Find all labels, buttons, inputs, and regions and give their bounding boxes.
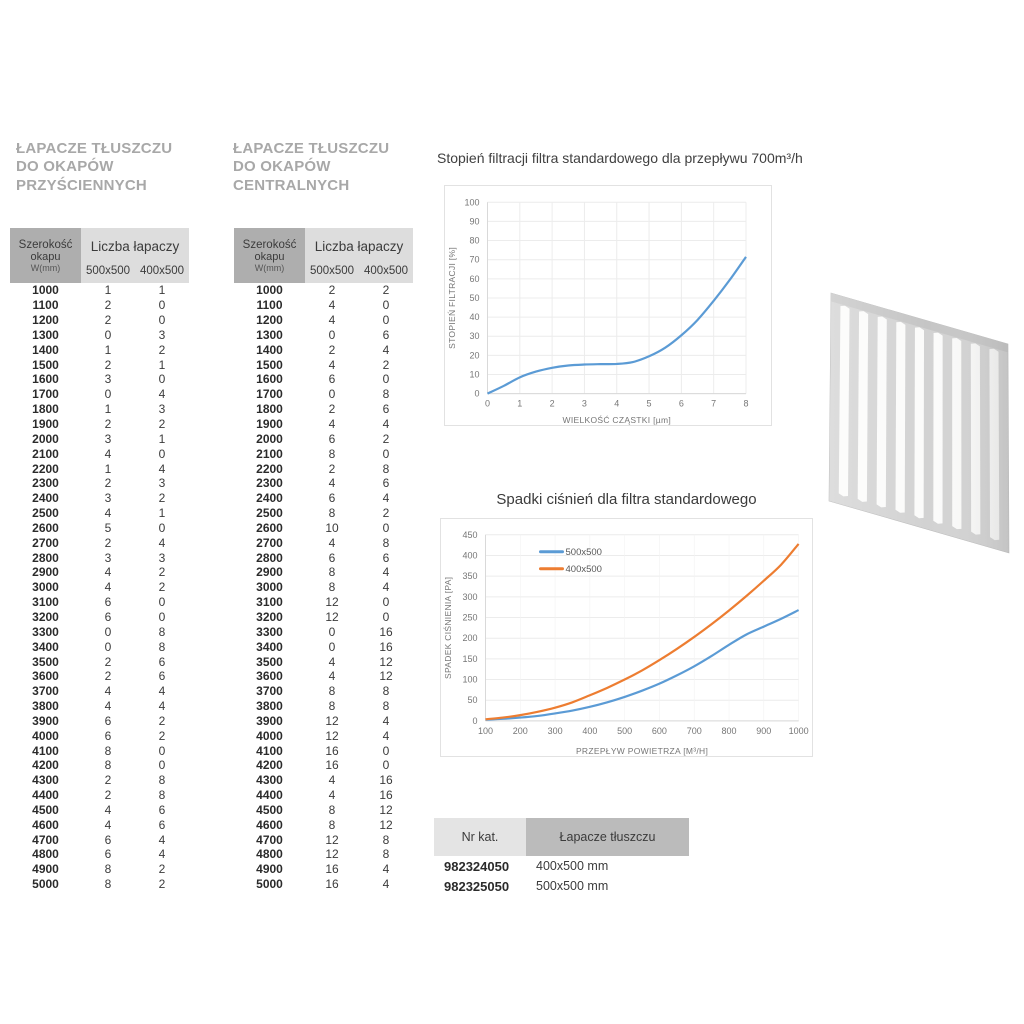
svg-text:0: 0 bbox=[485, 399, 490, 409]
svg-text:300: 300 bbox=[462, 592, 477, 602]
svg-text:1000: 1000 bbox=[789, 726, 809, 736]
svg-text:40: 40 bbox=[469, 312, 479, 322]
svg-text:400: 400 bbox=[462, 550, 477, 560]
svg-text:SPADEK CIŚNIENIA [PA]: SPADEK CIŚNIENIA [PA] bbox=[442, 577, 453, 679]
svg-text:50: 50 bbox=[467, 695, 477, 705]
svg-text:70: 70 bbox=[469, 255, 479, 265]
svg-text:250: 250 bbox=[462, 613, 477, 623]
svg-text:6: 6 bbox=[679, 399, 684, 409]
svg-text:8: 8 bbox=[743, 399, 748, 409]
svg-text:80: 80 bbox=[469, 236, 479, 246]
svg-text:60: 60 bbox=[469, 274, 479, 284]
svg-text:30: 30 bbox=[469, 331, 479, 341]
svg-text:10: 10 bbox=[469, 369, 479, 379]
svg-text:3: 3 bbox=[582, 399, 587, 409]
svg-text:200: 200 bbox=[462, 633, 477, 643]
svg-text:700: 700 bbox=[687, 726, 702, 736]
svg-text:0: 0 bbox=[472, 716, 477, 726]
svg-text:150: 150 bbox=[462, 654, 477, 664]
svg-text:STOPIEŃ FILTRACJI [%]: STOPIEŃ FILTRACJI [%] bbox=[447, 247, 457, 349]
svg-text:90: 90 bbox=[469, 216, 479, 226]
svg-text:7: 7 bbox=[711, 399, 716, 409]
svg-text:0: 0 bbox=[474, 389, 479, 399]
svg-text:100: 100 bbox=[462, 675, 477, 685]
svg-text:400x500: 400x500 bbox=[566, 564, 602, 575]
svg-text:350: 350 bbox=[462, 571, 477, 581]
svg-text:400: 400 bbox=[582, 726, 597, 736]
svg-text:600: 600 bbox=[652, 726, 667, 736]
svg-text:PRZEPŁYW POWIETRZA [M³/H]: PRZEPŁYW POWIETRZA [M³/H] bbox=[576, 746, 708, 756]
svg-text:300: 300 bbox=[548, 726, 563, 736]
svg-text:100: 100 bbox=[478, 726, 493, 736]
svg-text:WIELKOŚĆ CZĄSTKI [µm]: WIELKOŚĆ CZĄSTKI [µm] bbox=[563, 414, 672, 425]
svg-text:1: 1 bbox=[517, 399, 522, 409]
svg-text:500x500: 500x500 bbox=[566, 547, 602, 558]
svg-text:50: 50 bbox=[469, 293, 479, 303]
svg-text:20: 20 bbox=[469, 350, 479, 360]
svg-text:500: 500 bbox=[617, 726, 632, 736]
svg-text:900: 900 bbox=[756, 726, 771, 736]
svg-text:4: 4 bbox=[614, 399, 619, 409]
svg-text:5: 5 bbox=[647, 399, 652, 409]
svg-text:200: 200 bbox=[513, 726, 528, 736]
svg-text:2: 2 bbox=[550, 399, 555, 409]
svg-text:800: 800 bbox=[722, 726, 737, 736]
svg-text:450: 450 bbox=[462, 530, 477, 540]
svg-text:100: 100 bbox=[464, 197, 479, 207]
